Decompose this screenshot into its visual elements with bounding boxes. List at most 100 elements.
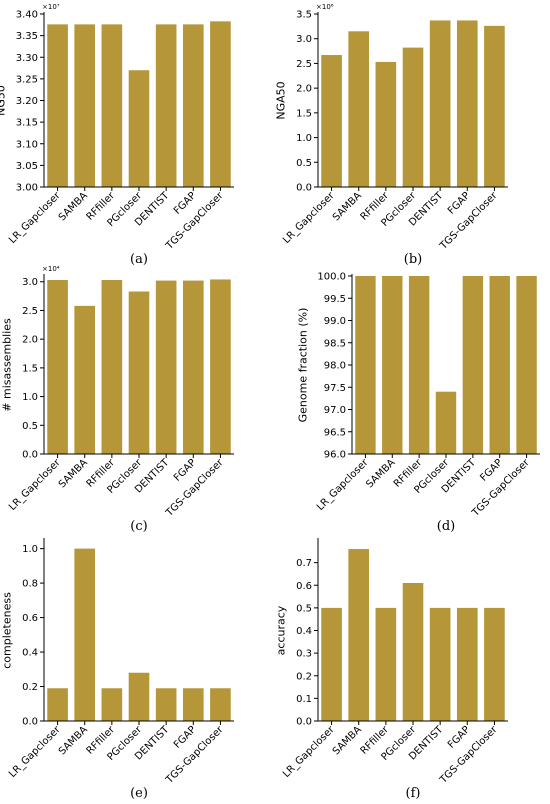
y-tick-label: 1.5 bbox=[22, 363, 38, 374]
bar-fgap bbox=[182, 688, 204, 721]
y-tick-label: 0.0 bbox=[296, 183, 312, 194]
y-tick-label: 0.4 bbox=[22, 648, 38, 659]
y-tick-label: 98.0 bbox=[324, 361, 346, 372]
y-tick-label: 3.40 bbox=[16, 10, 38, 21]
x-tick-label: SAMBA bbox=[57, 457, 90, 490]
chart-panel-1: 3.00 3.05 3.10 3.15 3.20 3.25 3.30 3.35 3.40 LR_G… bbox=[0, 3, 234, 267]
y-tick-label: 96.0 bbox=[324, 450, 346, 461]
x-tick-label: LR_Gapcloser bbox=[281, 724, 337, 780]
bar-samba bbox=[348, 31, 370, 187]
y-tick-label: 3.0 bbox=[296, 34, 312, 45]
x-tick-label: LR_Gapcloser bbox=[7, 190, 63, 246]
bar-samba bbox=[348, 549, 370, 721]
bar-samba bbox=[74, 24, 96, 187]
bar-dentist bbox=[429, 607, 451, 722]
y-tick-label: 2.0 bbox=[296, 84, 312, 95]
y-tick-label: 100.0 bbox=[317, 272, 346, 283]
bar-pgcloser bbox=[128, 70, 150, 187]
x-tick-label: SAMBA bbox=[57, 190, 90, 223]
y-axis-label: accuracy bbox=[274, 605, 287, 655]
y-tick-label: 3.35 bbox=[16, 31, 38, 42]
y-tick-label: 1.0 bbox=[22, 392, 38, 403]
y-tick-label: 0.0 bbox=[296, 717, 312, 728]
x-tick-label: LR_Gapcloser bbox=[315, 457, 371, 513]
bar-fgap bbox=[456, 20, 478, 188]
y-tick-label: 1.5 bbox=[296, 108, 312, 119]
bar-lr-gapcloser bbox=[47, 688, 68, 721]
bar-rffiller bbox=[375, 607, 397, 722]
y-tick-label: 99.5 bbox=[324, 294, 346, 305]
y-tick-label: 0.4 bbox=[296, 626, 312, 637]
x-tick-label: LR_Gapcloser bbox=[7, 457, 63, 513]
y-tick-label: 3.00 bbox=[16, 183, 38, 194]
bar-dentist bbox=[155, 688, 177, 721]
y-tick-label: 2.5 bbox=[22, 306, 38, 317]
y-tick-label: 2.5 bbox=[296, 59, 312, 70]
bar-pgcloser bbox=[435, 391, 457, 454]
y-tick-label: 3.30 bbox=[16, 53, 38, 64]
bar-rffiller bbox=[408, 276, 430, 454]
bar-tgs-gapcloser bbox=[210, 688, 231, 721]
panel-label: (d) bbox=[437, 519, 455, 534]
y-axis-label: Genome fraction (%) bbox=[297, 308, 310, 423]
chart-panel-5: 0.00.20.40.60.81.0LR_GapcloserSAMBARFfil… bbox=[0, 538, 234, 801]
chart-panel-2: 0.0 0.5 1.0 1.5 2.0 2.5 3.0 3.5 LR_GapcloserSAMB… bbox=[274, 3, 508, 267]
bar-tgs-gapcloser bbox=[484, 25, 505, 187]
y-tick-label: 98.5 bbox=[324, 338, 346, 349]
bar-lr-gapcloser bbox=[47, 24, 68, 187]
bar-rffiller bbox=[101, 280, 123, 454]
bar-pgcloser bbox=[402, 582, 424, 721]
bar-tgs-gapcloser bbox=[210, 21, 231, 187]
y-tick-label: 0.8 bbox=[22, 579, 38, 590]
y-tick-label: 1.0 bbox=[22, 544, 38, 555]
bar-dentist bbox=[155, 24, 177, 187]
bar-dentist bbox=[429, 20, 451, 188]
bar-fgap bbox=[489, 276, 510, 454]
bar-rffiller bbox=[375, 61, 397, 188]
axis-multiplier: ×10⁷ bbox=[42, 3, 60, 11]
x-tick-label: SAMBA bbox=[331, 724, 364, 757]
y-tick-label: 3.20 bbox=[16, 96, 38, 107]
y-tick-label: 0.5 bbox=[22, 421, 38, 432]
y-tick-label: 2.0 bbox=[22, 335, 38, 346]
y-tick-label: 0.2 bbox=[22, 682, 38, 693]
bar-rffiller bbox=[101, 688, 123, 721]
panel-label: (b) bbox=[404, 252, 422, 267]
bar-pgcloser bbox=[128, 291, 150, 454]
bar-dentist bbox=[462, 276, 484, 454]
x-tick-label: LR_Gapcloser bbox=[7, 724, 63, 780]
y-tick-label: 0.0 bbox=[22, 450, 38, 461]
x-tick-label: SAMBA bbox=[331, 190, 364, 223]
bar-samba bbox=[74, 305, 96, 454]
bar-tgs-gapcloser bbox=[210, 279, 231, 454]
bar-lr-gapcloser bbox=[321, 55, 342, 187]
y-axis-label: NGA50 bbox=[274, 81, 287, 119]
panel-label: (f) bbox=[406, 786, 421, 801]
bar-fgap bbox=[182, 280, 204, 454]
y-tick-label: 0.1 bbox=[296, 694, 312, 705]
bar-lr-gapcloser bbox=[321, 607, 342, 722]
y-tick-label: 0.6 bbox=[22, 613, 38, 624]
y-tick-label: 0.2 bbox=[296, 671, 312, 682]
bar-dentist bbox=[155, 280, 177, 454]
bar-rffiller bbox=[101, 24, 123, 187]
x-tick-label: LR_Gapcloser bbox=[281, 190, 337, 246]
y-tick-label: 0.7 bbox=[296, 558, 312, 569]
bar-fgap bbox=[182, 24, 204, 187]
chart-panel-3: 0.00.51.01.52.02.53.0LR_GapcloserSAMBARF… bbox=[0, 265, 234, 534]
axis-multiplier: ×10⁴ bbox=[42, 265, 60, 273]
panel-label: (c) bbox=[130, 519, 147, 534]
bar-pgcloser bbox=[402, 47, 424, 187]
bar-pgcloser bbox=[128, 672, 150, 721]
bar-tgs-gapcloser bbox=[516, 276, 537, 454]
panel-label: (e) bbox=[130, 786, 148, 801]
y-tick-label: 3.0 bbox=[22, 277, 38, 288]
y-tick-label: 3.15 bbox=[16, 118, 38, 129]
bar-samba bbox=[382, 276, 403, 454]
bar-fgap bbox=[456, 607, 478, 722]
bar-samba bbox=[74, 548, 96, 721]
bar-lr-gapcloser bbox=[355, 276, 376, 454]
y-tick-label: 0.3 bbox=[296, 649, 312, 660]
y-axis-label: completeness bbox=[0, 592, 13, 669]
